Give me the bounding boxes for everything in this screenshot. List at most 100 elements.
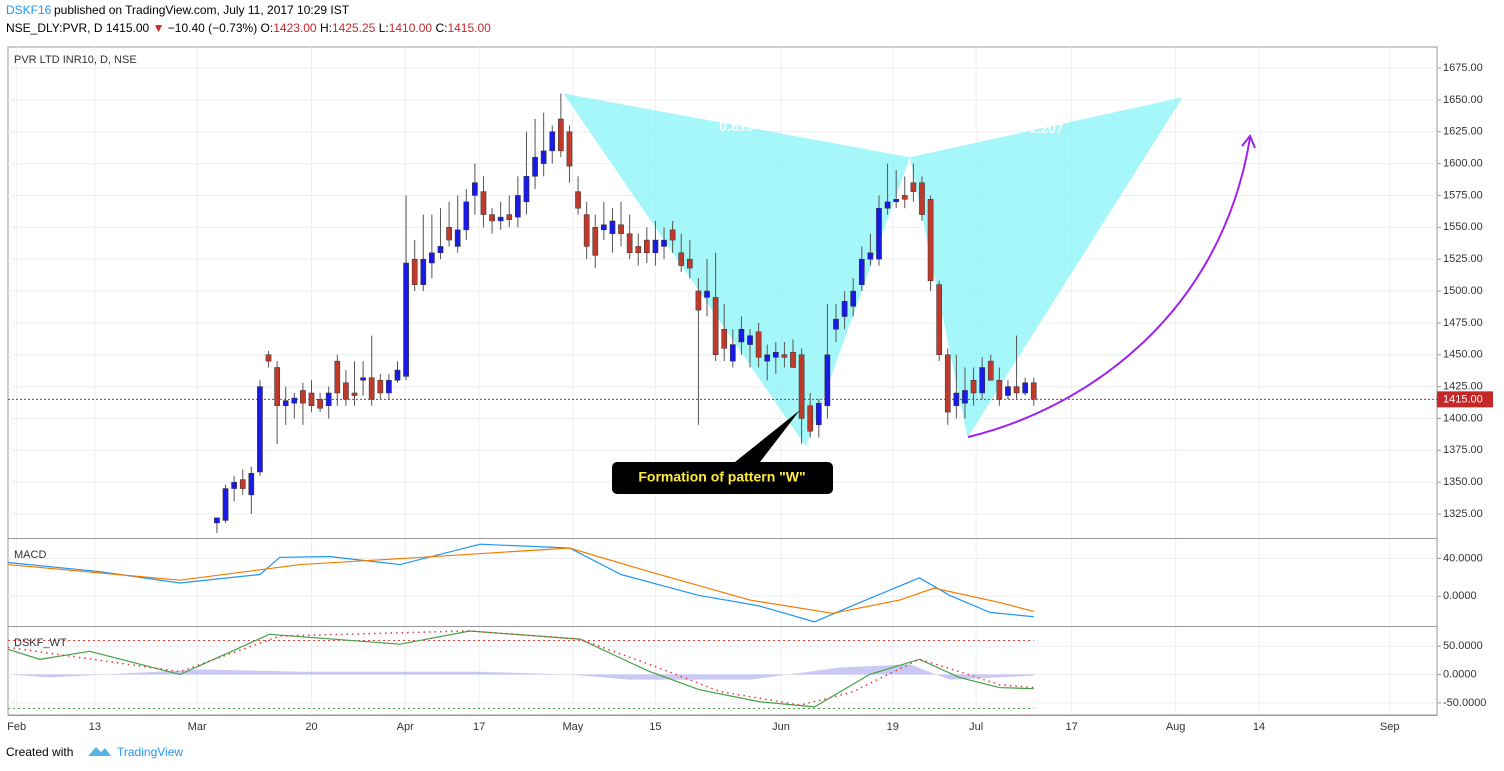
header-field: NSE_DLY:PVR, D (6, 21, 103, 35)
candle-body (858, 258, 865, 285)
candle-body (712, 297, 719, 356)
y-tick-label: 1350.00 (1443, 476, 1483, 488)
candle-body (282, 400, 289, 406)
candle-body (248, 473, 255, 496)
candle-body (1030, 382, 1037, 400)
header-field: −10.40 (−0.73%) (168, 21, 257, 35)
candle-body (833, 318, 839, 330)
candle-body (893, 199, 900, 203)
candle-body (996, 379, 1003, 400)
candle-body (876, 207, 882, 260)
candle-body (489, 214, 495, 222)
candle-body (386, 379, 392, 394)
candle-body (394, 369, 401, 381)
ohlc-value: 1410.00 (389, 21, 433, 35)
candle-body (910, 182, 917, 192)
candle-body (764, 354, 771, 362)
candle-body (772, 351, 779, 358)
candle-body (678, 252, 685, 266)
y-tick-label: 50.0000 (1443, 640, 1483, 652)
candle-body (979, 367, 985, 394)
candle-body (437, 246, 444, 254)
header-field: 1415.00 (106, 21, 150, 35)
x-tick-label: Sep (1380, 721, 1400, 733)
candle-body (265, 354, 272, 362)
candle-body (919, 182, 925, 215)
x-tick-label: May (563, 721, 584, 733)
candle-body (729, 344, 736, 362)
candle-body (738, 329, 745, 343)
callout-box (612, 462, 833, 494)
candle-body (420, 258, 427, 285)
last-price-tag (1437, 391, 1493, 408)
y-tick-label: 1575.00 (1443, 189, 1483, 201)
ohlc-value: 1415.00 (447, 21, 491, 35)
candle-body (403, 262, 409, 377)
x-tick-label: Jul (969, 721, 983, 733)
candle-body (463, 201, 470, 231)
candle-body (558, 118, 564, 152)
candle-body (944, 354, 951, 413)
published: published on TradingView.com, July 11, 2… (54, 3, 350, 17)
candle-body (549, 131, 556, 152)
arrow-head (1241, 134, 1256, 149)
candle-body (936, 284, 943, 356)
author[interactable]: DSKF16 (6, 3, 52, 17)
candle-body (1022, 382, 1028, 394)
pattern-ratio: 0.819 (719, 118, 754, 134)
candle-body (274, 367, 280, 406)
y-tick-label: 1600.00 (1443, 158, 1483, 170)
x-tick-label: 13 (89, 721, 101, 733)
candle-body (592, 227, 599, 256)
candle-body (850, 290, 857, 307)
header-field: ▼ (153, 21, 165, 35)
candle-body (884, 201, 891, 209)
pane-title: PVR LTD INR10, D, NSE (14, 54, 137, 66)
x-tick-label: 17 (1065, 721, 1077, 733)
y-tick-label: -50.0000 (1443, 697, 1486, 709)
ohlc-value: 1423.00 (273, 21, 317, 35)
y-tick-label: 0.0000 (1443, 590, 1477, 602)
candle-body (815, 402, 822, 426)
layers: Feb 13 Mar 20 Apr 17 May 15 Jun 19 Jul 17 Aug 14 Sep 13… (7, 47, 1493, 733)
candle-body (583, 214, 590, 247)
area (8, 664, 1034, 680)
candle-body (566, 131, 573, 167)
candle-body (987, 360, 994, 381)
x-tick-label: Apr (397, 721, 414, 733)
x-tick-label: Jun (772, 721, 790, 733)
candle-body (214, 517, 220, 524)
symbol-line-text: NSE_DLY:PVR, D 1415.00 ▼ −10.40 (−0.73%)… (6, 21, 491, 35)
harmonic-pattern (563, 93, 910, 447)
candle-body (532, 156, 538, 177)
candle-body (686, 258, 693, 269)
candle-body (506, 214, 513, 220)
candle-body (747, 335, 753, 345)
ohlc-key: C: (435, 21, 447, 35)
candle-body (446, 227, 452, 241)
last-price-label: 1415.00 (1443, 393, 1483, 405)
candle-body (411, 258, 418, 285)
candle-body (523, 176, 530, 203)
candle-body (540, 150, 547, 164)
x-tick-label: 15 (649, 721, 661, 733)
brand[interactable]: TradingView (117, 745, 183, 759)
y-tick-label: 1650.00 (1443, 94, 1483, 106)
y-tick-label: 1550.00 (1443, 221, 1483, 233)
candle-body (644, 239, 650, 254)
candle-body (953, 392, 960, 406)
y-tick-label: 0.0000 (1443, 668, 1477, 680)
footer-text: Created with (6, 745, 73, 759)
candle-body (1013, 386, 1020, 394)
ohlc-key: O: (261, 21, 274, 35)
candle-body (962, 390, 968, 404)
x-tick-label: Aug (1166, 721, 1186, 733)
y-tick-label: 1625.00 (1443, 126, 1483, 138)
symbol-line: NSE_DLY:PVR, D 1415.00 ▼ −10.40 (−0.73%)… (6, 21, 491, 35)
candle-body (901, 195, 908, 200)
y-tick-label: 1325.00 (1443, 508, 1483, 520)
candle-body (790, 351, 796, 368)
candle-body (755, 331, 762, 358)
projection-arrow (967, 137, 1251, 438)
candle-body (618, 224, 624, 234)
